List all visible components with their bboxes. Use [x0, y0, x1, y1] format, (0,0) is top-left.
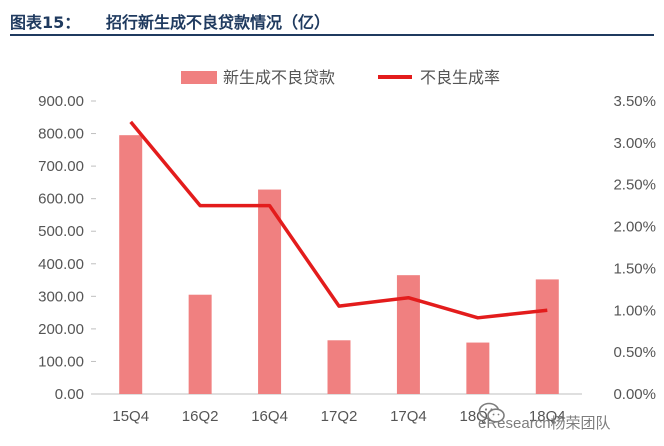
legend-label-line: 不良生成率	[420, 68, 500, 87]
left-tick-label: 0.00	[55, 386, 84, 403]
bar-series	[119, 135, 559, 394]
left-tick-label: 800.00	[38, 126, 84, 143]
x-tick-label-18Q4: 18Q4	[529, 408, 566, 425]
right-tick-label: 2.50%	[613, 177, 656, 194]
bar-18Q2	[466, 342, 490, 394]
bar-18Q4	[535, 279, 559, 394]
right-tick-label: 1.00%	[613, 302, 656, 319]
chart-legend: 新生成不良贷款 不良生成率	[181, 68, 500, 87]
bar-15Q4	[119, 135, 143, 394]
figure-header: 图表15： 招行新生成不良贷款情况（亿）	[10, 6, 654, 36]
x-tick-label-16Q2: 16Q2	[182, 408, 219, 425]
rate-line-series	[129, 120, 548, 320]
right-tick-label: 1.50%	[613, 260, 656, 277]
right-tick-label: 0.50%	[613, 344, 656, 361]
right-axis-ticks: 3.50% 3.00% 2.50% 2.00% 1.50% 1.00% 0.50% 0.00%	[613, 93, 656, 403]
bar-17Q2	[327, 340, 351, 394]
left-tick-label: 500.00	[38, 223, 84, 240]
left-tick-label: 300.00	[38, 288, 84, 305]
legend-swatch-bars	[181, 71, 217, 84]
left-tick-label: 400.00	[38, 256, 84, 273]
x-axis-ticks: 15Q4 16Q2 16Q4 17Q2 17Q4 18Q2 18Q4	[112, 408, 565, 425]
left-tick-label: 100.00	[38, 353, 84, 370]
x-tick-label-17Q4: 17Q4	[390, 408, 427, 425]
right-tick-label: 2.00%	[613, 219, 656, 236]
left-tick-label: 200.00	[38, 321, 84, 338]
figure-label: 图表15：	[10, 13, 81, 32]
bar-17Q4	[396, 275, 420, 394]
right-tick-label: 3.00%	[613, 135, 656, 152]
wechat-icon	[478, 402, 505, 423]
left-tick-label: 700.00	[38, 158, 84, 175]
left-tick-label: 900.00	[38, 93, 84, 110]
watermark-text: eResearch杨荣团队	[478, 414, 611, 432]
x-tick-label-15Q4: 15Q4	[112, 408, 149, 425]
watermark: eResearch杨荣团队	[478, 402, 662, 442]
right-tick-label: 3.50%	[613, 93, 656, 110]
bar-16Q2	[188, 294, 212, 394]
left-axis-ticks: 900.00 800.00 700.00 600.00 500.00 400.00 300.…	[38, 93, 96, 403]
left-tick-label: 600.00	[38, 191, 84, 208]
x-tick-label-16Q4: 16Q4	[251, 408, 288, 425]
figure-title: 招行新生成不良贷款情况（亿）	[106, 13, 331, 32]
x-tick-label-18Q2: 18Q2	[460, 408, 497, 425]
bar-16Q4	[258, 189, 282, 394]
x-tick-label-17Q2: 17Q2	[321, 408, 358, 425]
right-tick-label: 0.00%	[613, 386, 656, 403]
legend-label-bars: 新生成不良贷款	[223, 68, 335, 87]
